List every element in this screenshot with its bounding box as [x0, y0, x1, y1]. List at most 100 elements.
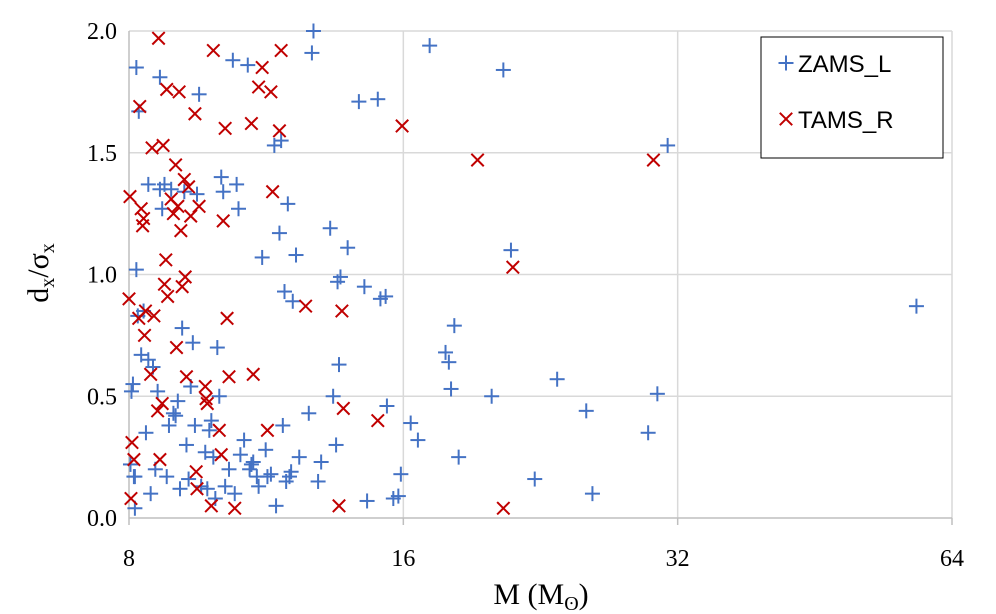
legend-label-tams-r: TAMS_R	[798, 107, 894, 134]
data-point	[188, 106, 202, 121]
data-point	[199, 391, 213, 406]
data-point	[259, 469, 275, 485]
data-point	[193, 478, 209, 494]
data-point	[351, 94, 367, 110]
data-point	[225, 52, 241, 68]
data-point	[232, 447, 248, 463]
data-point	[156, 138, 171, 153]
data-point	[143, 486, 159, 502]
data-point	[441, 354, 457, 370]
data-point	[263, 84, 278, 99]
axes	[128, 31, 953, 525]
data-point	[263, 466, 279, 482]
data-point	[150, 383, 166, 399]
data-point	[189, 186, 205, 202]
data-point	[229, 176, 245, 192]
data-point	[496, 501, 511, 516]
data-point	[189, 464, 204, 479]
data-point	[140, 176, 156, 192]
data-point	[181, 179, 196, 194]
x-tick-label: 64	[940, 546, 964, 572]
data-point	[220, 311, 234, 326]
data-point	[908, 298, 924, 314]
data-point	[328, 437, 344, 453]
data-point	[660, 137, 676, 153]
y-tick-labels: 0.0 0.5 1.0 1.5 2.0	[87, 19, 117, 532]
data-point	[251, 80, 266, 94]
y-axis-title-sub2: x	[37, 243, 59, 253]
data-point	[272, 123, 287, 138]
data-point	[125, 435, 139, 450]
data-point	[646, 153, 661, 167]
data-point	[446, 318, 462, 334]
data-point	[578, 403, 594, 419]
data-point	[138, 425, 154, 441]
data-point	[177, 172, 192, 187]
data-point	[274, 43, 289, 58]
data-point	[236, 432, 252, 448]
data-point	[173, 223, 188, 238]
y-axis-title: dx/σx	[22, 243, 59, 303]
data-point	[273, 133, 289, 149]
data-point	[217, 478, 233, 494]
data-point	[160, 289, 175, 304]
data-point	[243, 456, 259, 472]
x-tick-labels: 8 16 32 64	[123, 546, 964, 572]
data-point	[313, 454, 329, 470]
data-point	[549, 371, 565, 387]
data-point	[127, 469, 143, 485]
data-point	[240, 57, 256, 73]
data-point	[155, 396, 170, 411]
data-point	[258, 442, 274, 458]
data-point	[123, 383, 139, 399]
data-point	[152, 69, 168, 85]
data-point	[124, 491, 138, 506]
data-point	[170, 199, 185, 214]
data-point	[304, 45, 320, 61]
data-point	[170, 393, 186, 409]
y-tick-label: 1.0	[87, 263, 117, 289]
data-point	[451, 449, 467, 465]
data-point	[527, 471, 543, 487]
data-point	[379, 398, 395, 414]
data-point	[231, 201, 247, 217]
data-point	[332, 269, 348, 285]
data-point	[172, 84, 187, 99]
data-point	[128, 60, 144, 76]
data-point	[206, 43, 221, 58]
data-point	[199, 481, 215, 497]
data-point	[159, 469, 175, 485]
data-point	[370, 91, 386, 107]
data-point	[179, 369, 194, 384]
data-point	[161, 417, 177, 433]
data-point	[174, 320, 190, 336]
data-point	[181, 471, 197, 487]
x-tick-label: 16	[391, 546, 415, 572]
data-point	[390, 488, 406, 504]
data-point	[157, 277, 172, 292]
data-point	[127, 452, 141, 467]
data-point	[213, 169, 229, 185]
y-tick-label: 0.5	[87, 384, 117, 410]
data-point	[336, 401, 351, 416]
data-point	[403, 415, 419, 431]
y-tick-label: 2.0	[87, 19, 117, 45]
data-point	[122, 291, 136, 306]
y-tick-label: 1.5	[87, 141, 117, 167]
legend-marker-symbol	[779, 112, 793, 126]
data-point	[191, 86, 207, 102]
grid-lines	[129, 30, 953, 518]
data-point	[260, 423, 275, 438]
data-point	[276, 284, 292, 300]
data-point	[150, 403, 165, 418]
data-point	[158, 252, 173, 267]
data-point	[178, 437, 194, 453]
data-point	[214, 447, 229, 462]
data-point	[222, 369, 236, 384]
legend: ZAMS_L TAMS_R	[760, 36, 944, 159]
y-tick-label: 0.0	[87, 506, 117, 532]
data-point	[168, 158, 183, 172]
data-point	[438, 344, 454, 360]
legend-label-zams-l: ZAMS_L	[798, 51, 891, 78]
